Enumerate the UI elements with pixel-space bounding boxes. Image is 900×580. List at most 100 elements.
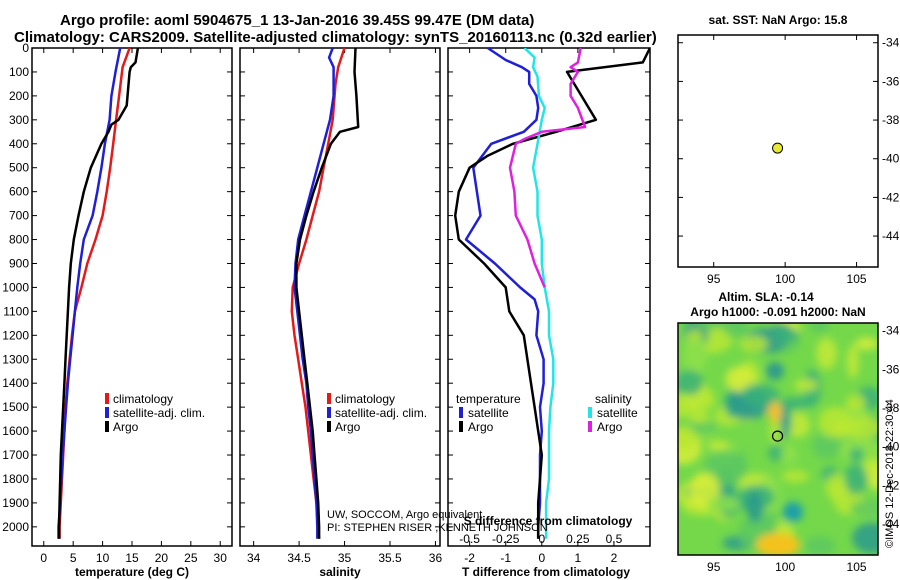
x-tick-label: 25: [184, 551, 198, 565]
map-y-tick-label: -38: [882, 401, 900, 415]
map-x-tick-label: 100: [775, 560, 795, 574]
y-tick-label: 300: [9, 113, 29, 127]
heatmap-blob: [699, 389, 716, 409]
x-tick-label: 2: [611, 551, 618, 565]
x-tick-label: 10: [96, 551, 110, 565]
heatmap-blob: [809, 323, 830, 333]
legend-label-climatology: climatology: [335, 392, 395, 406]
series-line-temperature-satellite: [464, 48, 545, 539]
map-y-tick-label: -34: [882, 324, 900, 338]
top-x-tick-label: 0.5: [606, 532, 623, 546]
y-tick-label: 700: [9, 209, 29, 223]
series-line-climatology: [290, 48, 346, 539]
x-tick-label: 20: [155, 551, 169, 565]
heatmap-blob: [678, 370, 704, 396]
x-tick-label: 5: [70, 551, 77, 565]
map-y-tick-label: -40: [882, 440, 900, 454]
y-tick-label: 2000: [2, 520, 29, 534]
heatmap-blob: [851, 522, 878, 554]
legend-swatch-argo: [327, 421, 331, 432]
legend-swatch-temp-satellite: [459, 407, 463, 418]
sla-map-title-line2: Argo h1000: -0.091 h2000: NaN: [690, 305, 865, 319]
y-tick-label: 1400: [2, 376, 29, 390]
heatmap-blob: [854, 337, 878, 350]
x-tick-label: 36: [429, 551, 443, 565]
map-y-tick-label: -44: [882, 229, 900, 243]
watermark: ©IMOS 12-Dec-2018 22:30:44: [884, 399, 896, 548]
credit-line2: PI: STEPHEN RISER ,KENNETH JOHNSON: [327, 522, 548, 534]
x-tick-label: 0: [40, 551, 47, 565]
series-line-salinity-argo: [508, 48, 587, 288]
map-x-tick-label: 105: [847, 560, 867, 574]
heatmap-blob: [683, 337, 708, 374]
heatmap-blob: [745, 490, 764, 523]
heatmap-blob: [786, 412, 811, 438]
legend-swatch-temp-argo: [459, 421, 463, 432]
difference-legend: temperature satellite Argo salinity sate…: [456, 392, 638, 434]
legend-label-satellite: satellite-adj. clim.: [335, 406, 427, 420]
heatmap-blob: [706, 440, 730, 451]
top-x-tick-label: -0.25: [492, 532, 520, 546]
y-tick-label: 1500: [2, 400, 29, 414]
legend-swatch-satellite: [327, 407, 331, 418]
legend-label-argo: Argo: [335, 420, 361, 434]
difference-xlabel: T difference from climatology: [462, 565, 630, 579]
series-line-salinity-satellite: [523, 48, 555, 539]
y-tick-label: 500: [9, 161, 29, 175]
heatmap-blob: [850, 500, 878, 517]
argo-location-marker: [772, 142, 784, 154]
legend-label-climatology: climatology: [113, 392, 173, 406]
map-y-tick-label: -34: [882, 36, 900, 50]
legend-title-temperature: temperature: [456, 392, 521, 406]
y-tick-label: 100: [9, 65, 29, 79]
heatmap-blob: [741, 384, 780, 407]
map-x-tick-label: 95: [707, 272, 721, 286]
series-line-argo: [57, 48, 140, 539]
x-tick-label: 30: [214, 551, 228, 565]
difference-panel: [447, 47, 651, 547]
heatmap-blob: [678, 425, 697, 451]
map-y-tick-label: -38: [882, 113, 900, 127]
heatmap-blob: [756, 533, 800, 555]
heatmap-blob: [804, 536, 836, 555]
heatmap-blob: [768, 444, 784, 462]
sla-map-title-line1: Altim. SLA: -0.14: [718, 290, 814, 304]
heatmap-blob: [812, 431, 842, 459]
x-tick-label: -2: [464, 551, 475, 565]
y-tick-label: 200: [9, 89, 29, 103]
heatmap-blob: [849, 447, 865, 463]
series-line-argo: [295, 48, 360, 539]
chart-title-line2: Climatology: CARS2009. Satellite-adjuste…: [14, 29, 657, 46]
top-x-tick-label: 0.25: [566, 532, 590, 546]
legend-label-temp-satellite: satellite: [468, 406, 509, 420]
legend-swatch-argo: [105, 421, 109, 432]
heatmap-blob: [766, 362, 784, 380]
y-tick-label: 400: [9, 137, 29, 151]
difference-top-xlabel: S difference from climatology: [464, 514, 633, 528]
legend-swatch-sal-satellite: [588, 407, 592, 418]
credit-line1: UW, SOCCOM, Argo equivalent: [327, 509, 482, 521]
sst-map-title: sat. SST: NaN Argo: 15.8: [709, 13, 848, 27]
y-tick-label: 900: [9, 256, 29, 270]
heatmap-blob: [781, 444, 798, 466]
legend-swatch-climatology: [327, 393, 331, 404]
heatmap-blob: [779, 396, 813, 410]
series-line-satellite-adj-clim-: [293, 48, 335, 539]
x-tick-label: 34: [247, 551, 261, 565]
heatmap-blob: [783, 502, 803, 522]
y-tick-label: 1300: [2, 352, 29, 366]
legend-label-temp-argo: Argo: [468, 420, 494, 434]
top-x-tick-label: -0.5: [459, 532, 480, 546]
heatmap-blob: [846, 344, 859, 379]
x-tick-label: 0: [538, 551, 545, 565]
legend-label-sal-satellite: satellite: [597, 406, 638, 420]
heatmap-blob: [863, 459, 878, 476]
salinity-panel: [239, 47, 441, 547]
map-x-tick-label: 105: [847, 272, 867, 286]
map-x-tick-label: 95: [707, 560, 721, 574]
temperature-legend: climatology satellite-adj. clim. Argo: [105, 392, 205, 434]
heatmap-blob: [772, 328, 800, 343]
sst-map-panel: [677, 34, 879, 268]
heatmap-blob: [689, 406, 709, 428]
